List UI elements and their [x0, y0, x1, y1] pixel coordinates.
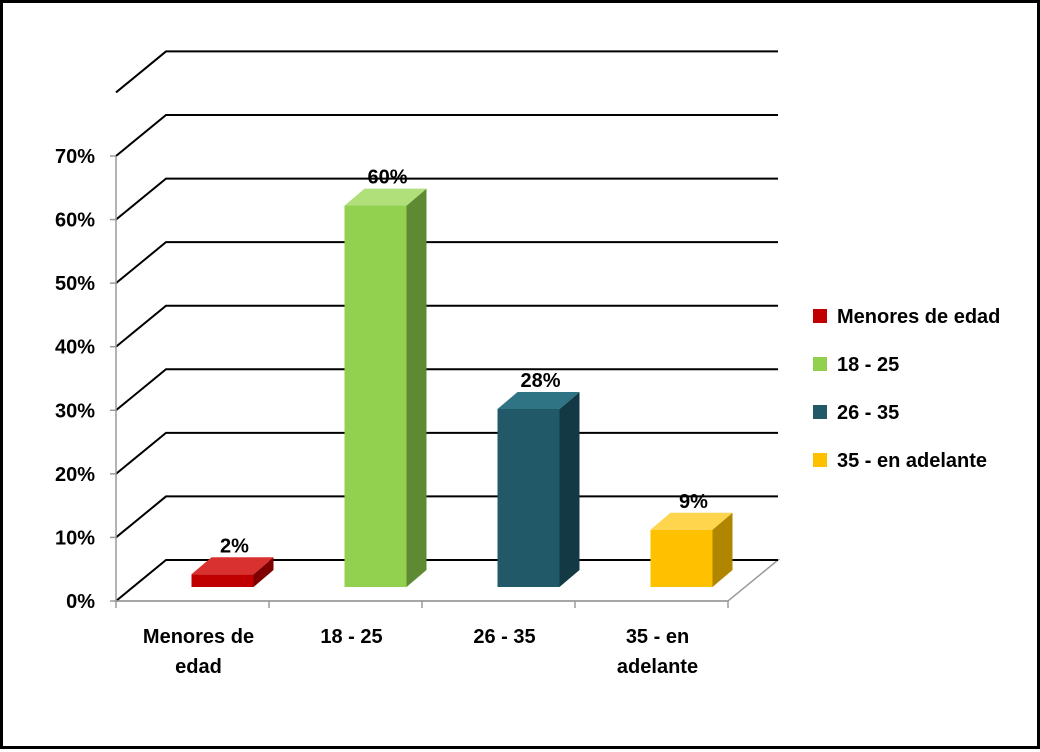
bar-0 [191, 574, 254, 587]
gridline-60 [115, 177, 778, 221]
bar-side-3 [712, 512, 733, 587]
y-tick-label: 70% [55, 146, 95, 168]
bar-top-2 [497, 392, 580, 409]
gridline-30 [115, 368, 778, 412]
bar-3 [650, 529, 713, 587]
legend-entry-2: 26 - 35 [837, 402, 899, 424]
x-tick-label: 35 - en [626, 626, 689, 648]
data-label-0: 2% [220, 535, 249, 557]
y-tick-label: 0% [66, 591, 95, 613]
legend-swatch-0 [813, 309, 827, 323]
bar-top-0 [191, 557, 274, 575]
data-label-1: 60% [367, 167, 407, 189]
data-label-3: 9% [679, 491, 708, 513]
x-tick-label: edad [175, 656, 222, 678]
data-label-2: 28% [520, 370, 560, 392]
gridline-80 [115, 50, 778, 94]
legend-entry-0: Menores de edad [837, 306, 1000, 328]
y-tick-label: 10% [55, 527, 95, 549]
gridline-70 [115, 114, 778, 157]
legend-entry-1: 18 - 25 [837, 354, 899, 376]
y-tick-label: 40% [55, 337, 95, 359]
gridline-20 [115, 431, 778, 475]
y-tick-label: 60% [55, 210, 95, 232]
bar-1 [344, 205, 407, 588]
y-tick-label: 20% [55, 464, 95, 486]
bar-side-2 [559, 392, 580, 587]
x-tick-label: Menores de [143, 626, 254, 648]
gridline-40 [115, 304, 778, 348]
x-tick-label: adelante [617, 656, 698, 678]
legend-swatch-3 [813, 453, 827, 467]
legend-entry-3: 35 - en adelante [837, 450, 987, 472]
gridline-50 [115, 241, 778, 284]
y-tick-label: 30% [55, 400, 95, 422]
legend-swatch-2 [813, 405, 827, 419]
column-chart-3d: 0% 10% 20% 30% 40% 50% 60% 70% 2% 60% 28% 9% Menores… [55, 50, 1000, 678]
legend-swatch-1 [813, 357, 827, 371]
x-tick-label: 18 - 25 [320, 626, 382, 648]
bar-top-1 [344, 188, 427, 206]
bar-2 [497, 409, 560, 587]
bar-side-0 [253, 557, 274, 587]
x-tick-label: 26 - 35 [473, 626, 535, 648]
bar-top-3 [650, 512, 733, 530]
y-tick-label: 50% [55, 273, 95, 295]
bar-side-1 [406, 188, 427, 588]
